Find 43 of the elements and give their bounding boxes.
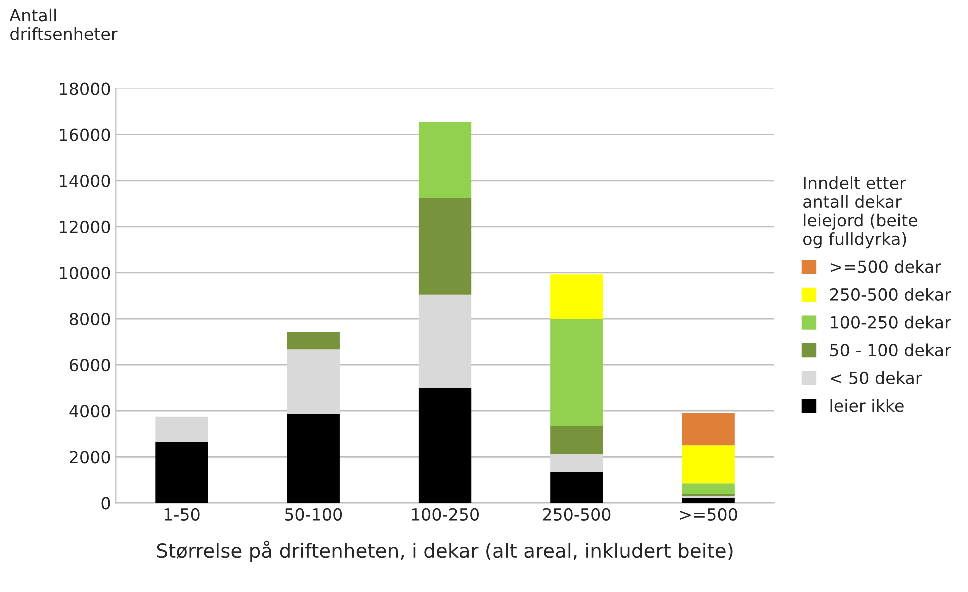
bar — [550, 454, 604, 472]
bar — [550, 319, 604, 427]
y-tick-label: 18000 — [60, 82, 110, 96]
x-tick-label: 50-100 — [285, 508, 342, 521]
bar — [418, 122, 472, 198]
x-axis-title: Størrelse på driftenheten, i dekar (alt areal, inkludert beite) — [157, 540, 733, 562]
y-axis-title: Antall driftsenheter — [10, 8, 118, 40]
y-tick-label: 16000 — [60, 128, 110, 142]
y-tick-label: 0 — [102, 497, 110, 510]
y-tick-label: 14000 — [60, 174, 110, 188]
bar — [682, 494, 735, 496]
legend-label: 50 - 100 dekar — [830, 344, 952, 357]
bar — [550, 274, 604, 320]
bar — [156, 442, 208, 504]
bar — [287, 350, 340, 414]
y-tick-label: 6000 — [70, 359, 110, 372]
legend-title: Inndelt etter antall dekar leiejord (beite og fulldyrka) — [803, 176, 918, 249]
bar — [682, 413, 735, 446]
y-tick-label: 10000 — [60, 266, 110, 280]
legend-label: < 50 dekar — [830, 372, 922, 384]
y-tick-label: 12000 — [60, 220, 110, 234]
legend-label: 250-500 dekar — [830, 288, 952, 302]
bar — [287, 414, 340, 504]
bar — [287, 332, 340, 350]
legend-label: leier ikke — [830, 399, 904, 412]
bar — [682, 498, 735, 504]
x-tick-label: >=500 — [680, 508, 738, 521]
bar — [550, 426, 604, 454]
bar — [682, 446, 735, 484]
legend-label: >=500 dekar — [830, 260, 942, 274]
bar — [550, 472, 604, 504]
bar — [418, 388, 472, 504]
x-tick-label: 250-500 — [543, 508, 611, 521]
bar — [418, 294, 472, 388]
legend-label: 100-250 dekar — [831, 316, 952, 329]
x-tick-label: 1-50 — [164, 508, 200, 521]
x-tick-label: 100-250 — [412, 508, 479, 521]
y-tick-label: 4000 — [70, 405, 110, 418]
y-tick-label: 2000 — [70, 451, 110, 464]
bar — [156, 416, 208, 442]
y-tick-label: 8000 — [70, 312, 110, 326]
bar — [682, 484, 735, 494]
bar — [418, 198, 472, 295]
